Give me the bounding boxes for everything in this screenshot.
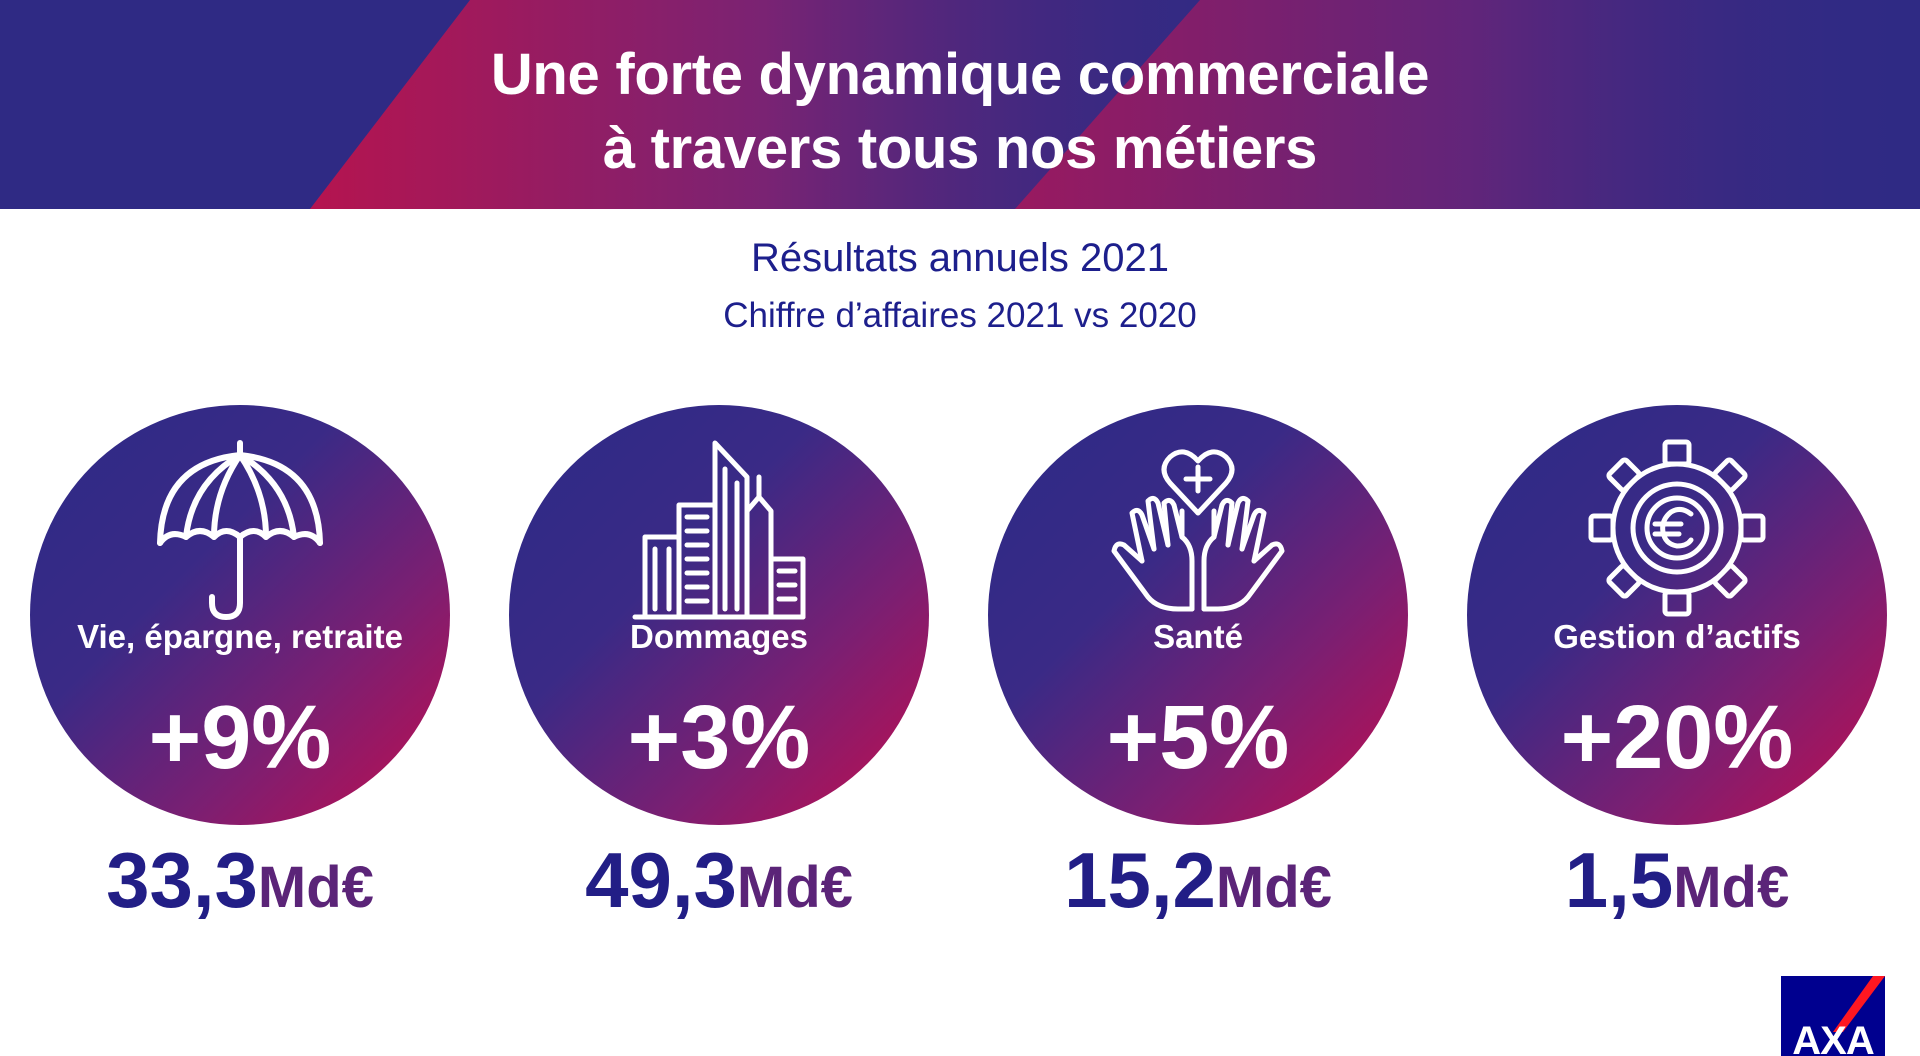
card-life-savings: Vie, épargne, retraite +9%	[30, 405, 450, 825]
card-growth-percent: +5%	[1106, 688, 1290, 788]
card-label: Vie, épargne, retraite	[77, 618, 403, 655]
logo-red-stripe	[1833, 976, 1885, 1032]
card-asset-management: Gestion d’actifs +20%	[1467, 405, 1887, 825]
card-health: Santé +5%	[988, 405, 1408, 825]
amount-unit: Md€	[257, 855, 374, 920]
umbrella-icon	[157, 440, 323, 620]
amount-value: 15,2	[1064, 836, 1216, 924]
card-label: Dommages	[630, 618, 808, 655]
heart-hands-icon	[1111, 449, 1285, 612]
card-property-casualty: Dommages +3%	[509, 405, 929, 825]
buildings-icon	[632, 440, 806, 620]
page-title-line-2: à travers tous nos métiers	[602, 116, 1318, 181]
amount-unit: Md€	[1215, 855, 1332, 920]
page-title: Une forte dynamique commerciale à traver…	[0, 38, 1920, 186]
amount-health: 15,2Md€	[988, 835, 1408, 926]
logo-text: AXA	[1792, 1019, 1874, 1056]
banner-background	[0, 0, 1920, 209]
page-title-line-1: Une forte dynamique commerciale	[490, 42, 1430, 107]
amount-property-casualty: 49,3Md€	[509, 835, 929, 926]
amount-value: 49,3	[585, 836, 737, 924]
amount-unit: Md€	[1673, 855, 1790, 920]
subtitle-annual-results: Résultats annuels 2021	[750, 236, 1170, 280]
header-banner: Une forte dynamique commerciale à traver…	[0, 0, 1920, 209]
card-label: Gestion d’actifs	[1553, 618, 1801, 655]
card-label: Santé	[1153, 618, 1243, 655]
card-growth-percent: +20%	[1560, 688, 1794, 788]
axa-logo: AXA	[1781, 976, 1885, 1056]
amount-life-savings: 33,3Md€	[30, 835, 450, 926]
card-growth-percent: +9%	[148, 688, 332, 788]
amount-value: 33,3	[106, 836, 258, 924]
amount-asset-management: 1,5Md€	[1467, 835, 1887, 926]
gear-euro-icon	[1588, 439, 1766, 617]
amount-unit: Md€	[736, 855, 853, 920]
card-growth-percent: +3%	[627, 688, 811, 788]
subtitle-revenue-comparison: Chiffre d’affaires 2021 vs 2020	[723, 296, 1197, 335]
amount-value: 1,5	[1564, 836, 1674, 924]
